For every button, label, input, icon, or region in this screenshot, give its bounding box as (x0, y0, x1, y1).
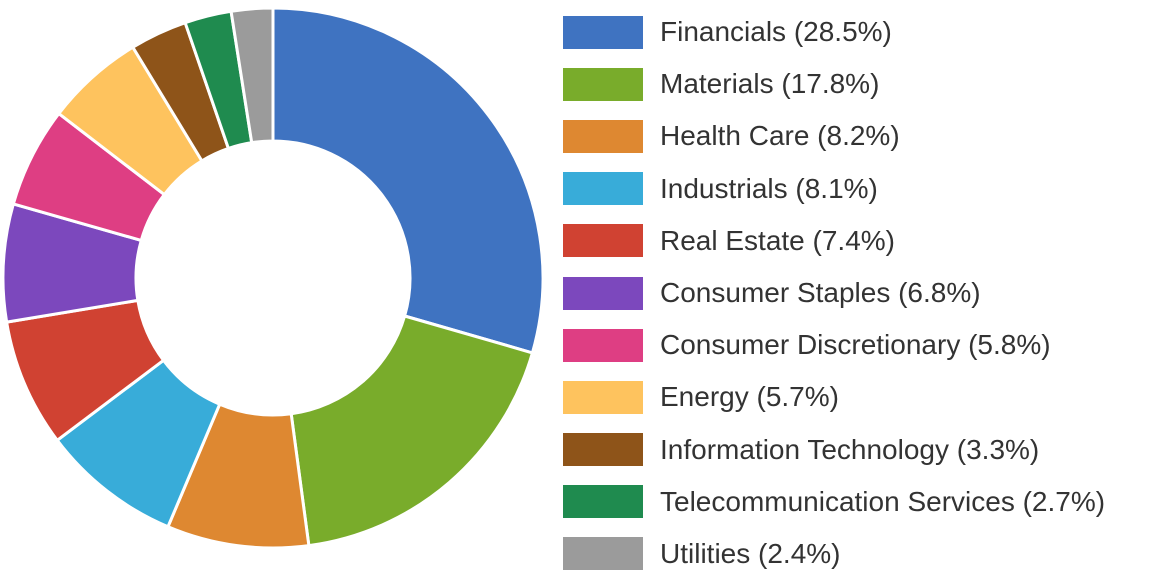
legend-item-energy: Energy (5.7%) (563, 371, 1105, 423)
legend-item-materials: Materials (17.8%) (563, 58, 1105, 110)
legend-label: Consumer Discretionary (5.8%) (660, 329, 1051, 361)
legend-swatch (563, 224, 643, 258)
legend-item-utilities: Utilities (2.4%) (563, 528, 1105, 580)
legend-item-financials: Financials (28.5%) (563, 6, 1105, 58)
legend-swatch (563, 328, 643, 362)
legend-swatch (563, 67, 643, 101)
legend-label: Utilities (2.4%) (660, 537, 841, 569)
chart-legend: Financials (28.5%) Materials (17.8%) Healt… (563, 6, 1105, 580)
legend-swatch (563, 433, 643, 467)
legend-item-real-estate: Real Estate (7.4%) (563, 215, 1105, 267)
legend-swatch (563, 537, 643, 571)
legend-label: Health Care (8.2%) (660, 120, 900, 152)
legend-swatch (563, 485, 643, 519)
legend-swatch (563, 15, 643, 49)
legend-label: Energy (5.7%) (660, 381, 839, 413)
slice-financials (271, 6, 545, 355)
legend-swatch (563, 119, 643, 153)
slice-utilities (229, 6, 275, 145)
legend-label: Telecommunication Services (2.7%) (660, 485, 1106, 517)
donut-chart (1, 6, 545, 550)
legend-swatch (563, 172, 643, 206)
legend-label: Materials (17.8%) (660, 68, 880, 100)
legend-swatch (563, 276, 643, 310)
legend-item-information-technology: Information Technology (3.3%) (563, 424, 1105, 476)
legend-label: Industrials (8.1%) (660, 172, 878, 204)
legend-label: Consumer Staples (6.8%) (660, 277, 981, 309)
legend-item-health-care: Health Care (8.2%) (563, 110, 1105, 162)
legend-label: Information Technology (3.3%) (660, 433, 1040, 465)
slice-materials (289, 314, 534, 548)
legend-label: Real Estate (7.4%) (660, 224, 895, 256)
legend-item-consumer-discretionary: Consumer Discretionary (5.8%) (563, 319, 1105, 371)
legend-item-consumer-staples: Consumer Staples (6.8%) (563, 267, 1105, 319)
legend-label: Financials (28.5%) (660, 16, 892, 48)
legend-item-telecommunication-services: Telecommunication Services (2.7%) (563, 476, 1105, 528)
legend-swatch (563, 380, 643, 414)
legend-item-industrials: Industrials (8.1%) (563, 163, 1105, 215)
